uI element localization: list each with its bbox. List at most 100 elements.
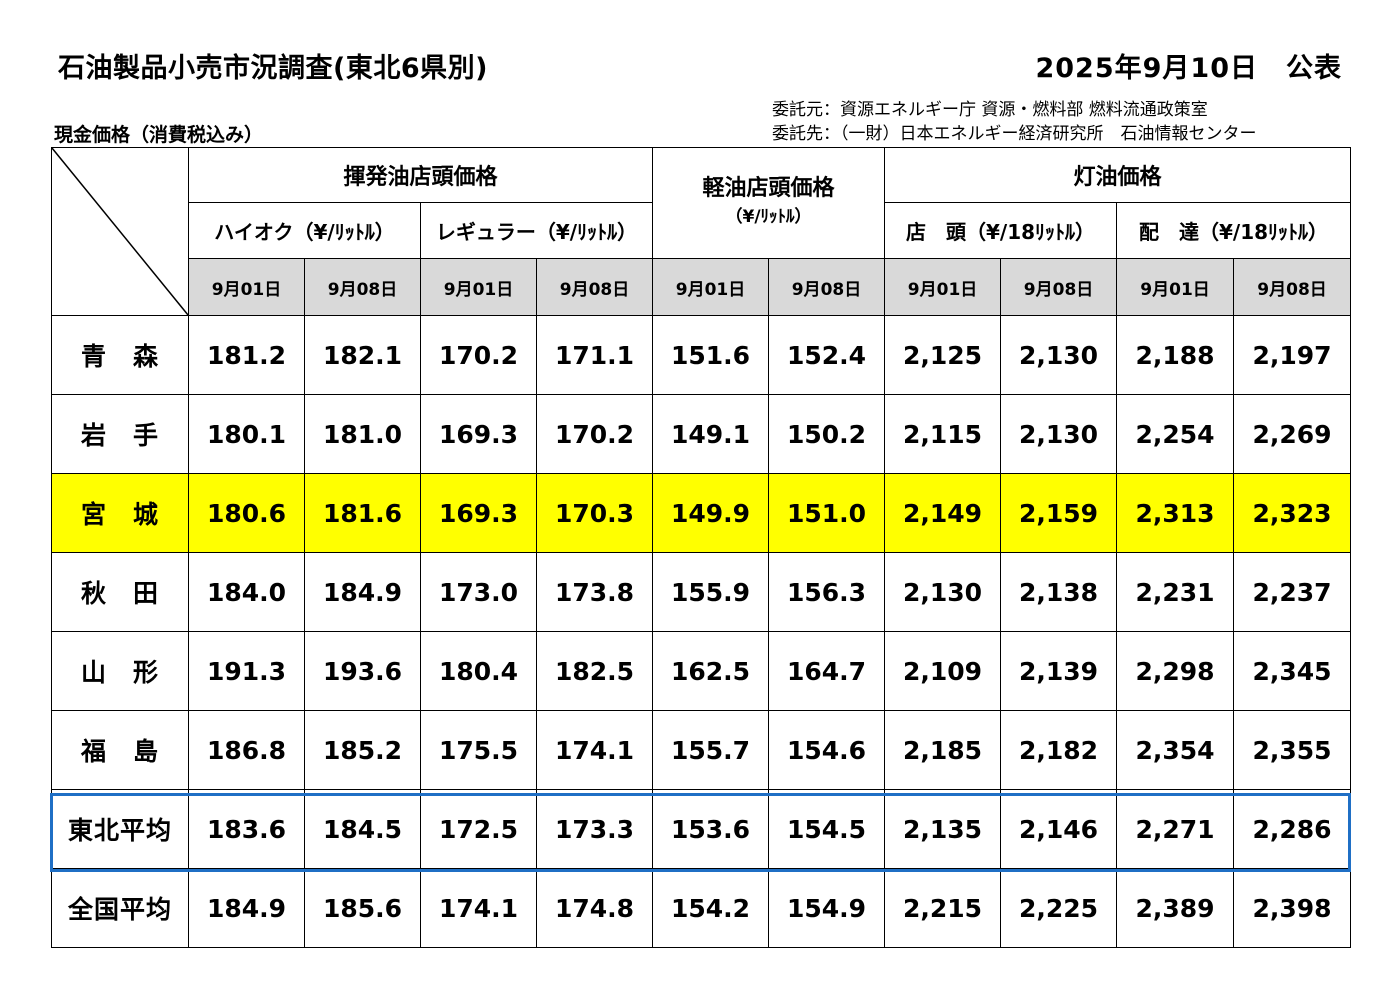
price-cell: 180.6 [188, 473, 305, 553]
region-name: 東北平均 [51, 789, 189, 869]
date-header: 9月01日 [652, 258, 770, 316]
region-name: 福 島 [51, 710, 189, 790]
price-cell: 183.6 [188, 789, 305, 869]
price-cell: 175.5 [420, 710, 537, 790]
price-cell: 2,130 [884, 552, 1002, 632]
price-cell: 2,149 [884, 473, 1002, 553]
price-cell: 2,188 [1116, 315, 1235, 395]
price-cell: 2,354 [1116, 710, 1235, 790]
price-cell: 154.6 [768, 710, 886, 790]
price-cell: 184.9 [188, 868, 305, 948]
price-cell: 170.2 [535, 394, 654, 474]
kerosene-header: 灯油価格 [884, 147, 1352, 203]
region-name: 青 森 [51, 315, 189, 395]
price-cell: 154.5 [768, 789, 886, 869]
report-title: 石油製品小売市況調査(東北6県別) [58, 53, 488, 84]
price-cell: 156.3 [768, 552, 886, 632]
price-cell: 2,125 [884, 315, 1002, 395]
price-cell: 151.0 [768, 473, 886, 553]
price-cell: 154.9 [768, 868, 886, 948]
high-octane-header: ハイオク（¥/ﾘｯﾄﾙ） [188, 202, 421, 259]
price-cell: 2,138 [1000, 552, 1118, 632]
price-cell: 2,159 [1000, 473, 1118, 553]
price-cell: 150.2 [768, 394, 886, 474]
price-cell: 180.4 [420, 631, 537, 711]
price-table: 揮発油店頭価格 軽油店頭価格 （¥/ﾘｯﾄﾙ） 灯油価格 ハイオク（¥/ﾘｯﾄﾙ… [51, 147, 1352, 948]
price-cell: 149.9 [652, 473, 770, 553]
price-cell: 2,286 [1233, 789, 1352, 869]
price-cell: 184.5 [304, 789, 421, 869]
table-row: 青 森 181.2 182.1 170.2 171.1 151.6 152.4 2,125 2,… [51, 315, 1352, 395]
diagonal-line [52, 148, 188, 315]
price-cell: 2,146 [1000, 789, 1118, 869]
price-cell: 2,185 [884, 710, 1002, 790]
price-cell: 2,323 [1233, 473, 1352, 553]
price-cell: 151.6 [652, 315, 770, 395]
region-name: 宮 城 [51, 473, 189, 553]
price-cell: 2,215 [884, 868, 1002, 948]
price-cell: 173.8 [535, 552, 654, 632]
date-header: 9月08日 [1233, 258, 1352, 316]
price-cell: 171.1 [535, 315, 654, 395]
date-header: 9月01日 [884, 258, 1002, 316]
credits: 委託元：資源エネルギー庁 資源・燃料部 燃料流通政策室 委託先：（一財）日本エネ… [772, 98, 1257, 146]
price-cell: 155.9 [652, 552, 770, 632]
diesel-header-unit: （¥/ﾘｯﾄﾙ） [725, 207, 812, 227]
region-name: 岩 手 [51, 394, 189, 474]
date-header: 9月08日 [768, 258, 886, 316]
commissioner-line: 委託元：資源エネルギー庁 資源・燃料部 燃料流通政策室 [772, 100, 1208, 120]
price-cell: 193.6 [304, 631, 421, 711]
price-cell: 181.6 [304, 473, 421, 553]
price-cell: 181.0 [304, 394, 421, 474]
price-cell: 191.3 [188, 631, 305, 711]
table-subtitle: 現金価格（消費税込み） [54, 124, 264, 146]
price-cell: 186.8 [188, 710, 305, 790]
price-cell: 2,115 [884, 394, 1002, 474]
table-row: 宮 城 180.6 181.6 169.3 170.3 149.9 151.0 2,149 2,… [51, 473, 1352, 553]
price-cell: 173.0 [420, 552, 537, 632]
table-row: 全国平均 184.9 185.6 174.1 174.8 154.2 154.9 2,215 2… [51, 868, 1352, 948]
region-name: 山 形 [51, 631, 189, 711]
table-row: 山 形 191.3 193.6 180.4 182.5 162.5 164.7 2,109 2,… [51, 631, 1352, 711]
price-cell: 2,225 [1000, 868, 1118, 948]
price-cell: 2,182 [1000, 710, 1118, 790]
table-row: 秋 田 184.0 184.9 173.0 173.8 155.9 156.3 2,130 2,… [51, 552, 1352, 632]
date-header: 9月08日 [535, 258, 654, 316]
region-name: 秋 田 [51, 552, 189, 632]
price-cell: 170.3 [535, 473, 654, 553]
price-cell: 2,237 [1233, 552, 1352, 632]
price-cell: 169.3 [420, 394, 537, 474]
price-cell: 180.1 [188, 394, 305, 474]
date-header: 9月01日 [1116, 258, 1235, 316]
contractor-line: 委託先：（一財）日本エネルギー経済研究所 石油情報センター [772, 124, 1257, 144]
corner-cell [51, 147, 189, 316]
table-row: 東北平均 183.6 184.5 172.5 173.3 153.6 154.5 2,135 2… [51, 789, 1352, 869]
price-cell: 164.7 [768, 631, 886, 711]
price-cell: 149.1 [652, 394, 770, 474]
price-cell: 2,355 [1233, 710, 1352, 790]
price-cell: 2,231 [1116, 552, 1235, 632]
date-header: 9月01日 [420, 258, 537, 316]
date-header: 9月08日 [304, 258, 421, 316]
kerosene-store-header: 店 頭（¥/18ﾘｯﾄﾙ） [884, 202, 1118, 259]
table-body: 青 森 181.2 182.1 170.2 171.1 151.6 152.4 2,125 2,… [51, 315, 1352, 948]
price-cell: 174.8 [535, 868, 654, 948]
kerosene-delivery-header: 配 達（¥/18ﾘｯﾄﾙ） [1116, 202, 1352, 259]
price-cell: 152.4 [768, 315, 886, 395]
price-cell: 185.2 [304, 710, 421, 790]
price-cell: 2,139 [1000, 631, 1118, 711]
price-cell: 169.3 [420, 473, 537, 553]
date-header: 9月01日 [188, 258, 305, 316]
price-cell: 2,345 [1233, 631, 1352, 711]
price-cell: 2,130 [1000, 394, 1118, 474]
price-cell: 184.0 [188, 552, 305, 632]
price-cell: 2,130 [1000, 315, 1118, 395]
price-cell: 185.6 [304, 868, 421, 948]
price-cell: 2,109 [884, 631, 1002, 711]
price-cell: 181.2 [188, 315, 305, 395]
price-cell: 153.6 [652, 789, 770, 869]
price-cell: 154.2 [652, 868, 770, 948]
date-header: 9月08日 [1000, 258, 1118, 316]
price-cell: 155.7 [652, 710, 770, 790]
gasoline-header: 揮発油店頭価格 [187, 147, 654, 203]
